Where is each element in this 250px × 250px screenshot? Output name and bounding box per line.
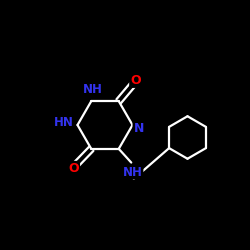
Text: O: O xyxy=(130,74,141,87)
Text: O: O xyxy=(68,162,79,175)
Text: N: N xyxy=(134,122,144,134)
Text: NH: NH xyxy=(122,166,142,178)
Text: NH: NH xyxy=(82,83,102,96)
Text: HN: HN xyxy=(54,116,74,130)
